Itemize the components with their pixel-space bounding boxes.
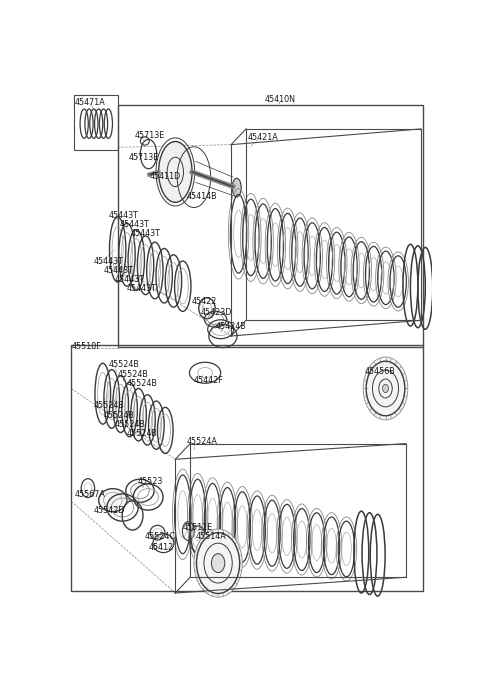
Text: 45542D: 45542D xyxy=(94,505,125,515)
Text: 45524B: 45524B xyxy=(126,428,157,438)
Text: 45443T: 45443T xyxy=(115,275,145,285)
Text: 45524B: 45524B xyxy=(127,379,158,387)
Text: 45443T: 45443T xyxy=(120,221,149,229)
Text: 45524A: 45524A xyxy=(186,437,217,447)
Text: 45713E: 45713E xyxy=(129,153,159,162)
Text: 45511E: 45511E xyxy=(183,523,213,532)
Text: 45424B: 45424B xyxy=(216,322,246,331)
Text: 45514A: 45514A xyxy=(196,532,227,541)
Text: 45456B: 45456B xyxy=(365,366,396,376)
Text: 45442F: 45442F xyxy=(194,376,224,385)
Text: 45414B: 45414B xyxy=(186,191,217,200)
Ellipse shape xyxy=(158,142,192,202)
Text: 45443T: 45443T xyxy=(104,266,134,275)
Ellipse shape xyxy=(194,529,242,597)
Text: 45510F: 45510F xyxy=(71,342,101,351)
Text: 45443T: 45443T xyxy=(126,285,156,294)
Text: 45410N: 45410N xyxy=(264,95,296,104)
Text: 45713E: 45713E xyxy=(134,131,165,140)
Text: 45421A: 45421A xyxy=(248,133,278,142)
Text: 45443T: 45443T xyxy=(131,229,160,238)
Text: 45412: 45412 xyxy=(148,543,174,552)
Text: 45471A: 45471A xyxy=(74,98,105,107)
Text: 45523: 45523 xyxy=(137,477,163,486)
Text: 45422: 45422 xyxy=(192,298,217,306)
Text: 45443T: 45443T xyxy=(108,211,138,220)
Ellipse shape xyxy=(383,384,388,393)
Ellipse shape xyxy=(232,178,241,197)
Text: 45524B: 45524B xyxy=(108,360,139,369)
Ellipse shape xyxy=(363,357,408,420)
Text: 45524C: 45524C xyxy=(145,533,176,541)
Text: 45524B: 45524B xyxy=(104,411,135,419)
Text: 45524B: 45524B xyxy=(115,419,146,428)
Ellipse shape xyxy=(211,554,225,573)
Ellipse shape xyxy=(99,489,127,511)
Text: 45524B: 45524B xyxy=(118,370,148,379)
Text: 45524B: 45524B xyxy=(94,401,124,410)
Text: 45443T: 45443T xyxy=(94,257,123,266)
Text: 45423D: 45423D xyxy=(201,308,232,317)
Bar xyxy=(74,95,118,150)
Text: 45567A: 45567A xyxy=(75,490,106,499)
Bar xyxy=(118,106,423,347)
Bar xyxy=(71,345,423,591)
Text: 45411D: 45411D xyxy=(149,172,180,180)
